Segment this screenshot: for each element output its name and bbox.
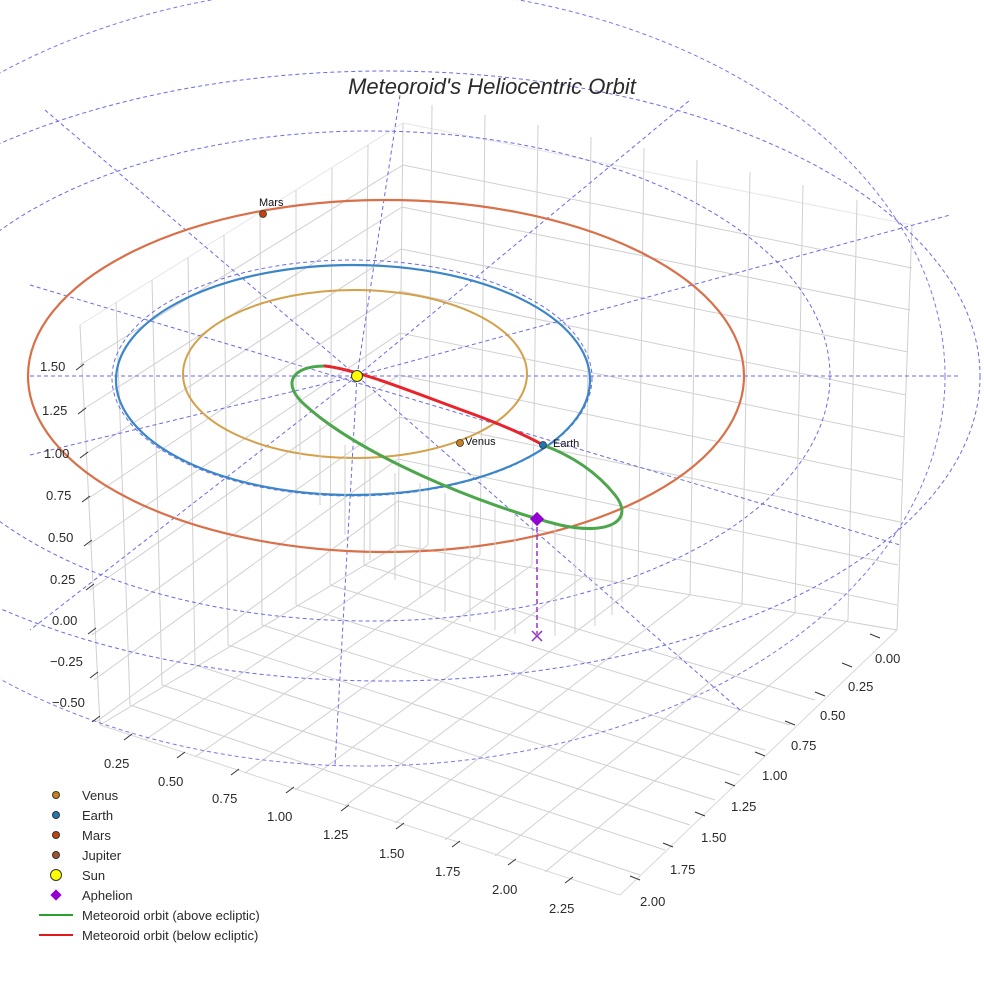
y-tick: 1.25 [731, 799, 757, 814]
venus-label: Venus [465, 436, 496, 448]
y-tick: 0.50 [820, 708, 846, 723]
axis-tick-marks [75, 363, 881, 884]
x-tick: 1.00 [267, 809, 293, 824]
z-tick: 1.25 [42, 403, 68, 418]
sun-marker [351, 370, 363, 382]
x-tick: 0.25 [104, 756, 130, 771]
x-tick: 2.25 [549, 901, 575, 916]
legend-label: Jupiter [82, 847, 122, 863]
z-tick: 0.00 [52, 613, 78, 628]
legend-item-venus[interactable]: Venus [36, 785, 260, 805]
legend-label: Aphelion [82, 887, 133, 903]
z-tick: 0.75 [46, 488, 72, 503]
earth-orbit [114, 263, 592, 497]
legend-label: Meteoroid orbit (below ecliptic) [82, 927, 259, 943]
mars-marker [259, 210, 267, 218]
x-tick: 1.25 [323, 827, 349, 842]
y-tick: 0.25 [848, 679, 874, 694]
legend-label: Mars [82, 827, 111, 843]
legend-item-mars[interactable]: Mars [36, 825, 260, 845]
meteoroid-orbit-above [290, 364, 624, 530]
aphelion-ground-x-marker [531, 630, 543, 642]
y-tick: 2.00 [640, 894, 666, 909]
legend-item-aphelion[interactable]: Aphelion [36, 885, 260, 905]
x-tick: 1.50 [379, 846, 405, 861]
legend-item-jupiter[interactable]: Jupiter [36, 845, 260, 865]
chart-title: Meteoroid's Heliocentric Orbit [348, 74, 636, 99]
legend-label: Meteoroid orbit (above ecliptic) [82, 907, 260, 923]
mars-label: Mars [259, 197, 284, 209]
legend-item-earth[interactable]: Earth [36, 805, 260, 825]
venus-marker [456, 439, 464, 447]
z-tick: 0.25 [50, 572, 76, 587]
z-tick: −0.25 [50, 654, 83, 669]
legend-label: Earth [82, 807, 114, 823]
x-tick: 2.00 [492, 882, 518, 897]
venus-orbit [182, 289, 528, 459]
diamond-icon [50, 889, 62, 901]
earth-marker [539, 441, 547, 449]
y-tick: 0.75 [791, 738, 817, 753]
legend-item-orbit-below[interactable]: Meteoroid orbit (below ecliptic) [36, 925, 260, 945]
z-tick: −0.50 [52, 695, 85, 710]
earth-label: Earth [553, 438, 580, 450]
red-line-icon [39, 934, 73, 936]
mars-orbit [26, 198, 746, 554]
y-tick: 0.00 [875, 651, 901, 666]
x-tick: 1.75 [435, 864, 461, 879]
x-tick: 0.50 [158, 774, 184, 789]
legend-item-sun[interactable]: Sun [36, 865, 260, 885]
y-tick: 1.00 [762, 768, 788, 783]
venus-dot-icon [52, 791, 60, 799]
legend-item-orbit-above[interactable]: Meteoroid orbit (above ecliptic) [36, 905, 260, 925]
drop-lines [299, 395, 623, 636]
legend-label: Venus [82, 787, 119, 803]
planet-orbits [26, 198, 746, 554]
z-tick: 1.00 [44, 446, 70, 461]
y-tick: 1.75 [670, 862, 696, 877]
earth-dot-icon [52, 811, 60, 819]
legend: Venus Earth Mars Jupiter Sun Aphelion Me… [36, 785, 260, 945]
ecliptic-reference [0, 0, 981, 767]
sun-dot-icon [50, 869, 62, 881]
x-tick: 0.75 [212, 791, 238, 806]
grid-walls [79, 104, 913, 896]
aphelion-marker [529, 511, 545, 527]
jupiter-dot-icon [52, 851, 60, 859]
green-line-icon [39, 914, 73, 916]
z-tick: 1.50 [40, 359, 66, 374]
z-tick: 0.50 [48, 530, 74, 545]
mars-dot-icon [52, 831, 60, 839]
legend-label: Sun [82, 867, 106, 883]
y-tick: 1.50 [701, 830, 727, 845]
